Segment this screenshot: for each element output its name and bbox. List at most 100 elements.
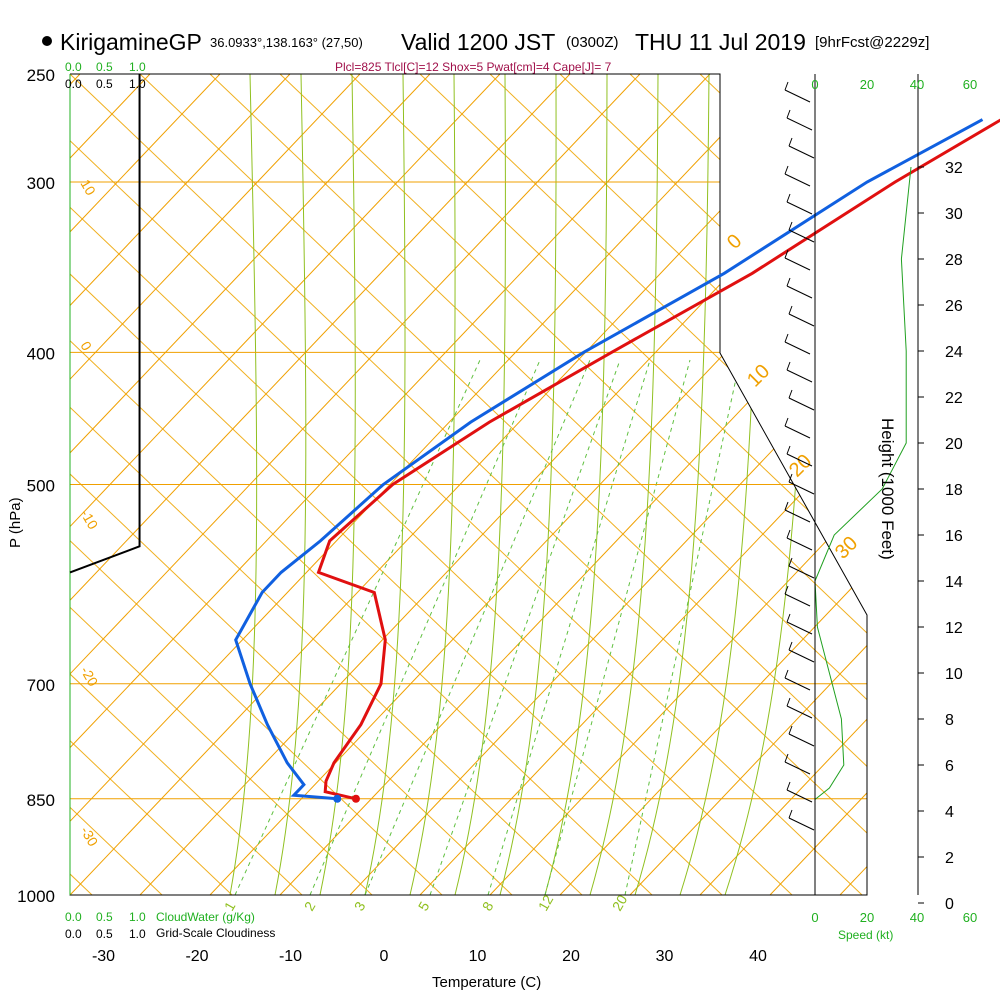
pressure-tick: 400 <box>27 344 55 363</box>
height-tick: 6 <box>945 758 954 775</box>
dry-adiabat-line <box>70 74 443 895</box>
station-name: KirigamineGP <box>60 29 202 55</box>
wind-barb <box>786 789 813 803</box>
wind-barb <box>788 145 815 159</box>
moist-adiabat-line <box>634 74 710 895</box>
mixing-ratio-line <box>429 359 621 895</box>
isotherm-line <box>70 74 291 895</box>
wind-barb <box>788 313 815 327</box>
wind-barb <box>786 537 813 551</box>
temperature-tick: 30 <box>656 948 674 965</box>
mixing-ratio-label: 2 <box>301 899 319 914</box>
pressure-tick: 300 <box>27 174 55 193</box>
wind-barb <box>786 201 813 215</box>
wind-barb <box>788 229 815 243</box>
bottom-cloudiness-tick: 1.0 <box>129 927 146 941</box>
wind-barb-feather <box>784 81 789 91</box>
wind-barb-feather <box>784 669 789 679</box>
bottom-cloudiness-tick: 0.5 <box>96 927 113 941</box>
wind-barb <box>784 341 811 355</box>
speed-top-tick: 40 <box>910 77 924 92</box>
wind-barb <box>786 285 813 299</box>
speed-axis-label: Speed (kt) <box>838 928 893 942</box>
wind-barb-feather <box>788 641 793 651</box>
temperature-profile-line <box>316 118 1000 801</box>
cloudwater-label: CloudWater (g/Kg) <box>156 910 255 924</box>
wind-barb <box>788 733 815 747</box>
isotherm-line <box>0 74 10 895</box>
top-cloudwater-tick: 0.0 <box>65 60 82 74</box>
dry-adiabat-line <box>489 74 867 895</box>
wind-barb-feather <box>788 473 793 483</box>
wind-barb <box>784 257 811 271</box>
header: KirigamineGP 36.0933°,138.163° (27,50) V… <box>42 29 929 74</box>
wind-barb <box>784 761 811 775</box>
mixing-ratio-label: 3 <box>351 899 369 914</box>
temperature-tick: 20 <box>562 948 580 965</box>
isotherm-line <box>70 74 221 895</box>
pressure-tick: 700 <box>27 676 55 695</box>
cloudiness-label: Grid-Scale Cloudiness <box>156 926 275 940</box>
isotherm-label: 10 <box>77 177 99 199</box>
wind-barb <box>786 705 813 719</box>
height-axis-label: Height (1000 Feet) <box>878 418 897 560</box>
isotherm-label: -10 <box>77 507 101 533</box>
speed-top-tick: 0 <box>811 77 818 92</box>
dry-adiabat-line <box>980 74 1000 895</box>
isotherm-line <box>559 74 867 895</box>
dewpoint-profile-line <box>234 118 984 801</box>
thetae-label: 10 <box>743 360 774 391</box>
wind-barb-feather <box>786 529 791 539</box>
wind-barb <box>786 369 813 383</box>
isotherm-line <box>839 74 867 895</box>
moist-adiabat-line <box>544 74 608 895</box>
stability-indices: Plcl=825 Tlcl[C]=12 Shox=5 Pwat[cm]=4 Ca… <box>335 60 612 74</box>
speed-tick: 20 <box>860 910 874 925</box>
wind-barb-feather <box>788 305 793 315</box>
wind-barb-feather <box>784 165 789 175</box>
moist-adiabat-line <box>274 74 307 895</box>
temperature-tick: -20 <box>185 948 208 965</box>
wind-barb-feather <box>784 585 789 595</box>
moist-adiabat-line <box>499 74 557 895</box>
isotherm-label: 0 <box>77 339 95 354</box>
mixing-ratio-label: 20 <box>609 892 631 914</box>
wind-barb-feather <box>786 277 791 287</box>
dry-adiabat-line <box>70 74 233 895</box>
temperature-tick: -10 <box>279 948 302 965</box>
temperature-tick: 0 <box>380 948 389 965</box>
valid-time: Valid 1200 JST <box>401 29 555 55</box>
wind-barb-feather <box>788 809 793 819</box>
temperature-surface-point <box>351 794 360 803</box>
height-tick: 12 <box>945 620 963 637</box>
height-tick: 2 <box>945 850 954 867</box>
mixing-ratio-line <box>624 359 741 895</box>
isotherm-label: -30 <box>77 824 101 850</box>
height-tick: 24 <box>945 344 963 361</box>
valid-date: THU 11 Jul 2019 <box>635 29 806 55</box>
wind-barb <box>786 453 813 467</box>
wind-barb-feather <box>784 249 789 259</box>
station-dot-icon <box>42 36 52 46</box>
wind-barb-feather <box>788 557 793 567</box>
speed-top-tick: 20 <box>860 77 874 92</box>
pressure-tick: 850 <box>27 791 55 810</box>
top-cloudwater-tick: 1.0 <box>129 60 146 74</box>
height-tick: 28 <box>945 252 963 269</box>
isotherm-label: -20 <box>77 664 101 690</box>
moist-adiabat-line <box>589 74 659 895</box>
top-cloudwater-tick: 0.5 <box>96 60 113 74</box>
wind-barb-feather <box>784 753 789 763</box>
height-tick: 14 <box>945 574 963 591</box>
wind-barb <box>788 565 815 579</box>
pressure-axis-label: P (hPa) <box>7 497 24 548</box>
height-tick: 26 <box>945 298 963 315</box>
forecast-info: [9hrFcst@2229z] <box>815 34 929 51</box>
pressure-tick: 1000 <box>17 887 55 906</box>
wind-barb <box>788 397 815 411</box>
bottom-cloudwater-tick: 0.0 <box>65 910 82 924</box>
moist-adiabat-line <box>454 74 506 895</box>
pressure-tick: 500 <box>27 477 55 496</box>
